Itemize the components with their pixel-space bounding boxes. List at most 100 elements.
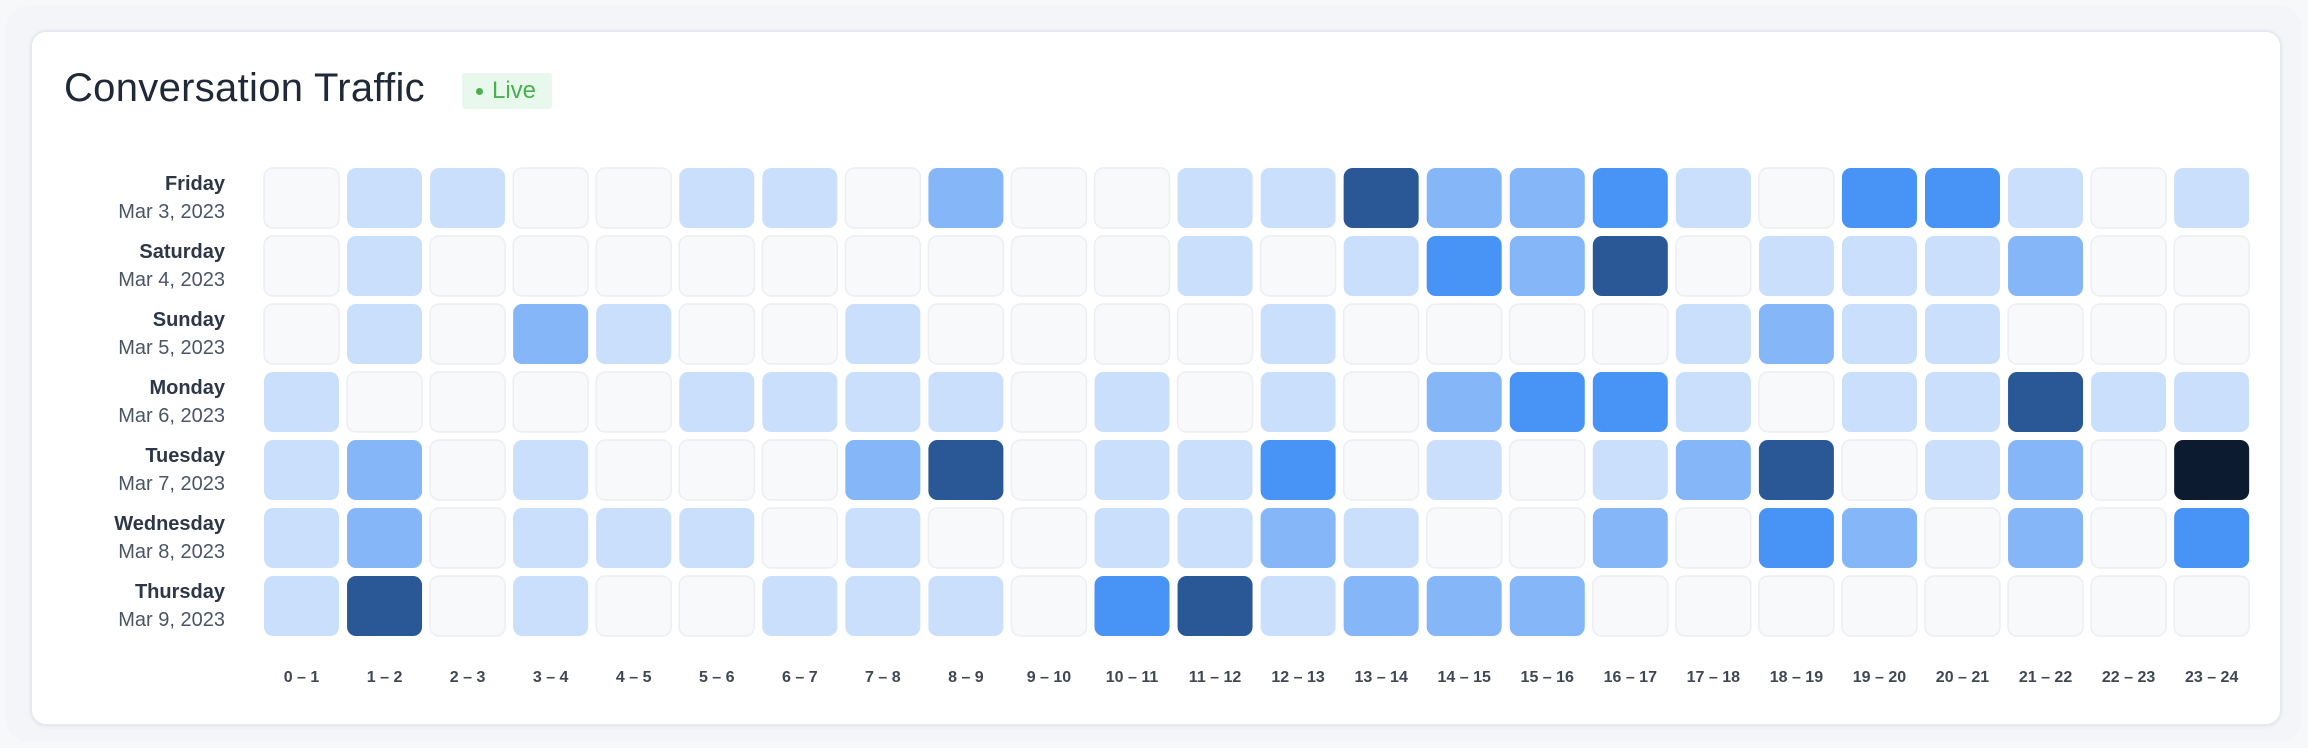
heatmap-cell[interactable] (1176, 371, 1254, 433)
heatmap-cell[interactable] (429, 439, 506, 501)
heatmap-cell[interactable] (1260, 304, 1336, 364)
heatmap-cell[interactable] (347, 168, 423, 228)
heatmap-cell[interactable] (1177, 168, 1253, 228)
heatmap-cell[interactable] (595, 439, 672, 501)
heatmap-cell[interactable] (762, 168, 838, 228)
heatmap-cell[interactable] (1841, 575, 1918, 637)
heatmap-cell[interactable] (679, 508, 755, 568)
heatmap-cell[interactable] (845, 304, 921, 364)
heatmap-cell[interactable] (927, 507, 1005, 569)
heatmap-cell[interactable] (1177, 236, 1253, 296)
heatmap-cell[interactable] (1925, 168, 2000, 228)
heatmap-cell[interactable] (1010, 235, 1088, 297)
heatmap-cell[interactable] (1925, 440, 2000, 500)
heatmap-cell[interactable] (347, 508, 423, 568)
heatmap-cell[interactable] (1093, 235, 1171, 297)
heatmap-cell[interactable] (1260, 168, 1336, 228)
heatmap-cell[interactable] (1509, 168, 1585, 228)
heatmap-cell[interactable] (346, 371, 423, 433)
heatmap-cell[interactable] (1176, 303, 1254, 365)
heatmap-cell[interactable] (1342, 439, 1420, 501)
heatmap-cell[interactable] (1592, 440, 1668, 500)
heatmap-cell[interactable] (1509, 372, 1585, 432)
heatmap-cell[interactable] (347, 236, 423, 296)
heatmap-cell[interactable] (844, 235, 922, 297)
heatmap-cell[interactable] (2173, 303, 2250, 365)
heatmap-cell[interactable] (513, 508, 589, 568)
heatmap-cell[interactable] (1343, 576, 1419, 636)
heatmap-cell[interactable] (1177, 576, 1253, 636)
heatmap-cell[interactable] (430, 168, 506, 228)
heatmap-cell[interactable] (1342, 371, 1420, 433)
heatmap-cell[interactable] (1177, 508, 1253, 568)
heatmap-cell[interactable] (1841, 236, 1917, 296)
heatmap-cell[interactable] (512, 235, 589, 297)
heatmap-cell[interactable] (678, 439, 755, 501)
heatmap-cell[interactable] (1260, 440, 1336, 500)
heatmap-cell[interactable] (595, 235, 672, 297)
heatmap-cell[interactable] (596, 304, 672, 364)
heatmap-cell[interactable] (1509, 439, 1586, 501)
heatmap-cell[interactable] (2174, 440, 2250, 500)
heatmap-cell[interactable] (1924, 575, 2001, 637)
heatmap-cell[interactable] (1758, 575, 1835, 637)
heatmap-cell[interactable] (2007, 303, 2084, 365)
heatmap-cell[interactable] (1425, 507, 1503, 569)
heatmap-cell[interactable] (1675, 575, 1752, 637)
heatmap-cell[interactable] (1177, 440, 1253, 500)
heatmap-cell[interactable] (513, 304, 589, 364)
heatmap-cell[interactable] (1342, 303, 1420, 365)
heatmap-cell[interactable] (1758, 508, 1834, 568)
heatmap-cell[interactable] (928, 168, 1004, 228)
heatmap-cell[interactable] (678, 235, 755, 297)
heatmap-cell[interactable] (512, 167, 589, 229)
heatmap-cell[interactable] (264, 372, 339, 432)
heatmap-cell[interactable] (595, 167, 672, 229)
heatmap-cell[interactable] (1758, 167, 1835, 229)
heatmap-cell[interactable] (1010, 507, 1088, 569)
heatmap-cell[interactable] (1010, 439, 1088, 501)
heatmap-cell[interactable] (762, 576, 838, 636)
heatmap-cell[interactable] (1925, 236, 2000, 296)
heatmap-cell[interactable] (347, 304, 423, 364)
heatmap-cell[interactable] (1343, 236, 1419, 296)
heatmap-cell[interactable] (1260, 508, 1336, 568)
heatmap-cell[interactable] (596, 508, 672, 568)
heatmap-cell[interactable] (513, 576, 589, 636)
heatmap-cell[interactable] (1509, 236, 1585, 296)
heatmap-cell[interactable] (761, 507, 839, 569)
heatmap-cell[interactable] (1758, 236, 1834, 296)
heatmap-cell[interactable] (2090, 303, 2167, 365)
heatmap-cell[interactable] (2174, 508, 2250, 568)
heatmap-cell[interactable] (1426, 168, 1502, 228)
heatmap-cell[interactable] (2090, 235, 2167, 297)
heatmap-cell[interactable] (1509, 507, 1586, 569)
heatmap-cell[interactable] (429, 575, 506, 637)
heatmap-cell[interactable] (1675, 235, 1752, 297)
heatmap-cell[interactable] (1425, 303, 1503, 365)
heatmap-cell[interactable] (2090, 575, 2167, 637)
heatmap-cell[interactable] (347, 440, 423, 500)
heatmap-cell[interactable] (1592, 303, 1669, 365)
heatmap-cell[interactable] (678, 303, 755, 365)
heatmap-cell[interactable] (1675, 440, 1751, 500)
heatmap-cell[interactable] (2174, 168, 2250, 228)
heatmap-cell[interactable] (2008, 236, 2084, 296)
heatmap-cell[interactable] (1675, 372, 1751, 432)
heatmap-cell[interactable] (429, 235, 506, 297)
heatmap-cell[interactable] (1426, 440, 1502, 500)
heatmap-cell[interactable] (1592, 508, 1668, 568)
heatmap-cell[interactable] (1259, 235, 1337, 297)
heatmap-cell[interactable] (761, 303, 839, 365)
heatmap-cell[interactable] (264, 440, 339, 500)
heatmap-cell[interactable] (513, 440, 589, 500)
heatmap-cell[interactable] (928, 440, 1004, 500)
heatmap-cell[interactable] (844, 167, 922, 229)
heatmap-cell[interactable] (762, 372, 838, 432)
heatmap-cell[interactable] (1509, 303, 1586, 365)
heatmap-cell[interactable] (2008, 440, 2084, 500)
heatmap-cell[interactable] (1592, 575, 1669, 637)
heatmap-cell[interactable] (1010, 167, 1088, 229)
heatmap-cell[interactable] (1260, 372, 1336, 432)
heatmap-cell[interactable] (2090, 439, 2167, 501)
